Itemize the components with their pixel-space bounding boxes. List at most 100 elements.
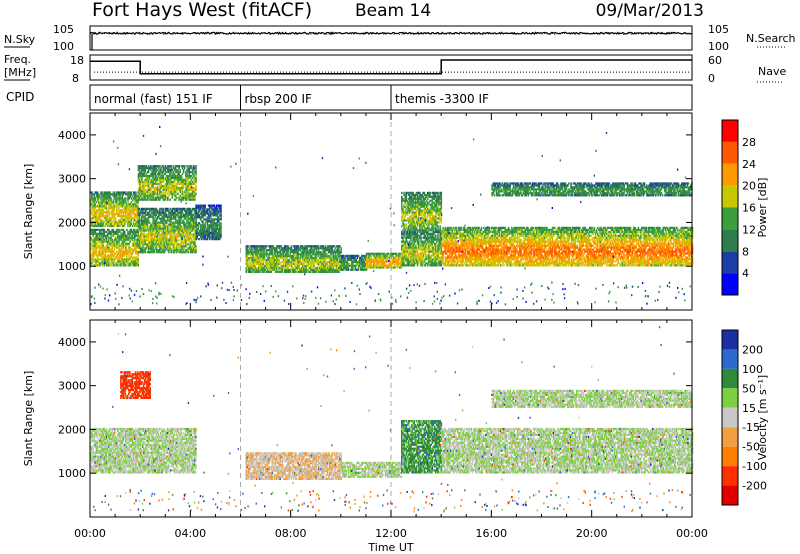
heatmap-cell (172, 229, 175, 232)
heatmap-cell (95, 244, 98, 247)
heatmap-cell (164, 231, 167, 234)
heatmap-cell (131, 209, 134, 212)
heatmap-cell (116, 191, 118, 194)
heatmap-cell (307, 257, 310, 260)
heatmap-cell (333, 251, 336, 254)
heatmap-cell (137, 225, 140, 228)
heatmap-cell (422, 256, 425, 259)
heatmap-cell (145, 221, 148, 224)
heatmap-cell (193, 182, 195, 185)
heatmap-cell (355, 264, 358, 267)
heatmap-cell (125, 197, 127, 200)
heatmap-cell (155, 235, 158, 238)
heatmap-cell (298, 268, 301, 271)
heatmap-cell (162, 169, 165, 172)
heatmap-cell (105, 238, 108, 241)
heatmap-cell (195, 173, 197, 176)
heatmap-cell (141, 251, 143, 254)
heatmap-cell (114, 217, 117, 220)
heatmap-cell (167, 243, 169, 246)
heatmap-cell (126, 236, 128, 239)
heatmap-cell (173, 239, 176, 242)
heatmap-cell (191, 215, 194, 218)
heatmap-cell (436, 248, 438, 251)
heatmap-cell (135, 207, 137, 210)
heatmap-cell (153, 225, 156, 228)
heatmap-cell (402, 248, 404, 251)
heatmap-cell (158, 215, 160, 218)
heatmap-cell (279, 251, 281, 254)
heatmap-cell (327, 261, 330, 264)
heatmap-cell (122, 238, 125, 241)
heatmap-cell (180, 239, 183, 242)
heatmap-cell (143, 171, 145, 174)
heatmap-cell (167, 231, 169, 234)
heatmap-cell (128, 238, 130, 241)
heatmap-cell (403, 240, 405, 243)
heatmap-cell (139, 247, 142, 250)
heatmap-cell (116, 213, 118, 216)
heatmap-cell (260, 257, 262, 260)
heatmap-cell (434, 236, 437, 239)
heatmap-cell (251, 264, 253, 268)
heatmap-cell (121, 246, 124, 249)
heatmap-cell (181, 176, 184, 180)
heatmap-cell (142, 239, 144, 242)
heatmap-cell (110, 230, 112, 233)
heatmap-cell (127, 252, 129, 255)
heatmap-cell (152, 227, 154, 230)
heatmap-cell (141, 209, 143, 212)
heatmap-cell (397, 262, 400, 265)
heatmap-cell (163, 227, 166, 230)
heatmap-cell (402, 262, 404, 265)
heatmap-cell (188, 223, 191, 226)
heatmap-cell (123, 207, 126, 210)
heatmap-cell (412, 264, 414, 267)
heatmap-cell (151, 211, 153, 214)
heatmap-cell (120, 232, 123, 235)
heatmap-cell (419, 230, 421, 233)
heatmap-cell (269, 262, 271, 266)
heatmap-cell (336, 255, 339, 258)
heatmap-cell (185, 227, 187, 230)
heatmap-cell (395, 258, 397, 261)
heatmap-cell (164, 229, 167, 232)
heatmap-cell (280, 249, 283, 252)
heatmap-cell (185, 213, 187, 216)
heatmap-cell (303, 262, 305, 266)
heatmap-cell (141, 227, 143, 230)
heatmap-cell (108, 246, 110, 249)
heatmap-cell (180, 186, 183, 189)
heatmap-cell (146, 221, 149, 224)
heatmap-cell (427, 264, 429, 267)
heatmap-cell (129, 215, 132, 218)
heatmap-cell (433, 230, 436, 233)
heatmap-cell (174, 167, 177, 170)
heatmap-cell (106, 201, 109, 204)
heatmap-cell (424, 240, 427, 243)
heatmap-cell (190, 247, 193, 250)
heatmap-cell (156, 190, 159, 193)
heatmap-cell (315, 253, 318, 256)
heatmap-cell (174, 237, 177, 240)
heatmap-cell (190, 188, 193, 191)
heatmap-cell (367, 260, 369, 263)
heatmap-cell (126, 248, 128, 251)
heatmap-cell (333, 270, 336, 273)
heatmap-cell (281, 268, 284, 271)
heatmap-cell (302, 253, 304, 256)
heatmap-cell (331, 262, 333, 266)
heatmap-cell (148, 225, 151, 228)
heatmap-cell (172, 192, 175, 195)
heatmap-cell (411, 256, 413, 259)
heatmap-cell (183, 182, 186, 185)
heatmap-cell (172, 190, 175, 193)
heatmap-cell (424, 236, 427, 239)
heatmap-cell (156, 184, 159, 187)
heatmap-cell (269, 270, 271, 273)
heatmap-cell (116, 222, 118, 226)
heatmap-cell (151, 227, 153, 230)
heatmap-cell (189, 198, 192, 201)
heatmap-cell (137, 198, 140, 201)
heatmap-cell (112, 201, 115, 204)
